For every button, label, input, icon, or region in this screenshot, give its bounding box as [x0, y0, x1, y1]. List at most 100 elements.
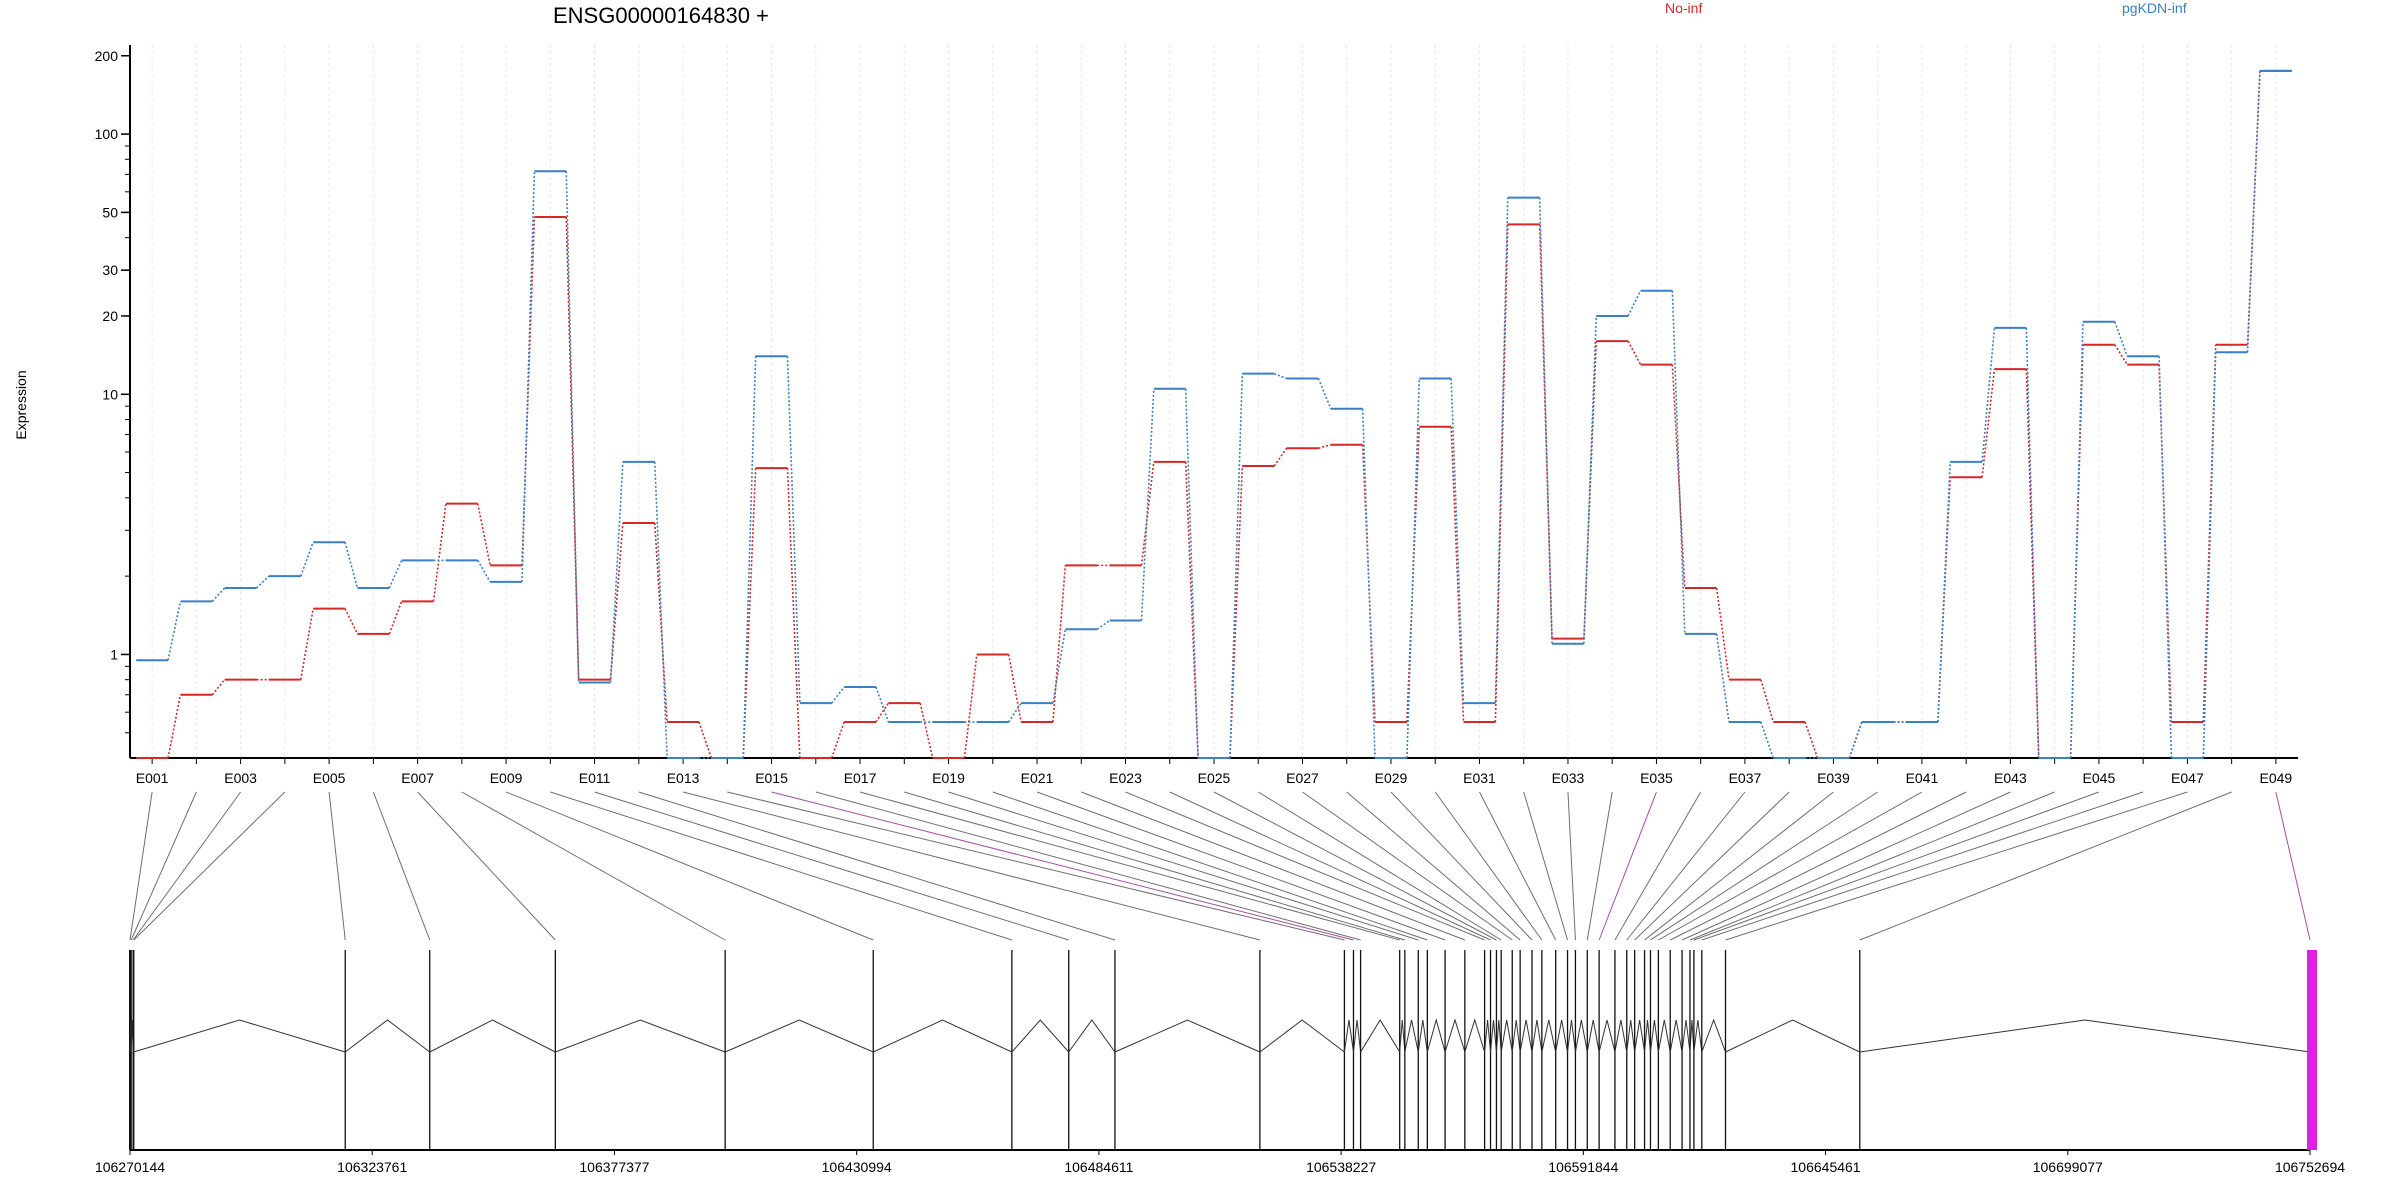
exon-connector-line	[698, 721, 713, 759]
exon-connector	[1434, 791, 1543, 941]
exon-connector	[130, 791, 197, 941]
exon-connector	[1346, 791, 1521, 941]
exon-connector-line	[1096, 619, 1111, 630]
intron-line	[344, 1019, 431, 1053]
exon-connector	[1658, 791, 1923, 941]
exon-connector-line	[609, 461, 624, 683]
intron-line	[1495, 1019, 1502, 1053]
exon-connector	[682, 791, 1261, 941]
legend-no-inf: No-inf	[1665, 0, 1702, 16]
exon-connector-line	[1760, 679, 1775, 723]
exon-connector	[1302, 791, 1513, 941]
x-tick-label: E007	[401, 770, 434, 786]
exon-connector-line	[1318, 443, 1332, 450]
exon-connector-line	[388, 560, 403, 589]
exon-connector	[1614, 791, 1702, 941]
exon-connector	[550, 791, 1013, 941]
exon-connector-line	[2025, 369, 2040, 759]
exon-connector-line	[1494, 197, 1509, 704]
exon-connector	[461, 791, 726, 941]
genomic-tick-label: 106591844	[1548, 1159, 1618, 1175]
exon-connector	[505, 791, 874, 941]
genomic-tick-label: 106645461	[1791, 1159, 1861, 1175]
exon-connector	[1725, 791, 2188, 941]
intron-line	[1555, 1019, 1569, 1053]
exon-connector-line	[1848, 721, 1863, 759]
chart-title: ENSG00000164830 +	[553, 3, 769, 28]
exon-connector	[133, 791, 286, 941]
intron-line	[1598, 1019, 1616, 1053]
exon-connector-line	[2246, 70, 2261, 353]
exon-connector-line	[167, 694, 182, 759]
intron-line	[1343, 1019, 1354, 1053]
exon-connector	[904, 791, 1405, 941]
genomic-tick-label: 106377377	[579, 1159, 649, 1175]
exon-connector-line	[1229, 373, 1244, 759]
exon-connector	[1650, 791, 1878, 941]
exon-connector-line	[1494, 224, 1509, 723]
x-tick-label: E009	[490, 770, 523, 786]
exon-connector	[1523, 791, 1569, 941]
x-tick-label: E003	[224, 770, 257, 786]
exon-connector-line	[344, 608, 359, 635]
exon-connector-line	[1184, 461, 1199, 759]
exon-connector-line	[344, 542, 359, 589]
exon-connector-line	[2114, 321, 2128, 357]
y-tick-label: 50	[102, 204, 118, 220]
y-tick-label: 10	[102, 386, 118, 402]
exon-connector	[1689, 791, 2055, 941]
exon-connector-line	[1937, 461, 1952, 723]
x-tick-label: E049	[2260, 770, 2293, 786]
exon-block-highlight	[2307, 950, 2317, 1150]
intron-line	[724, 1019, 874, 1053]
intron-line	[133, 1019, 346, 1053]
intron-line	[1068, 1019, 1116, 1053]
intron-line	[1490, 1019, 1497, 1053]
x-tick-label: E031	[1463, 770, 1496, 786]
exon-connector-line	[786, 468, 801, 759]
intron-line	[1352, 1019, 1362, 1053]
y-tick-label: 20	[102, 308, 118, 324]
intron-line	[1669, 1019, 1683, 1053]
exon-connector-line	[1981, 327, 1996, 462]
intron-line	[1464, 1018, 1486, 1053]
exon-connector	[948, 791, 1419, 941]
intron-line	[873, 1019, 1013, 1053]
genomic-tick-label: 106538227	[1306, 1159, 1376, 1175]
exon-connector	[1169, 791, 1491, 941]
exon-connector	[1567, 791, 1576, 941]
intron-line	[1259, 1019, 1345, 1053]
intron-line	[1011, 1019, 1070, 1053]
intron-line	[1531, 1019, 1543, 1053]
intron-line	[1404, 1019, 1419, 1053]
exon-connector	[372, 791, 431, 941]
exon-connector-line	[1715, 633, 1730, 723]
exon-connector	[132, 791, 242, 941]
exon-connector	[1036, 791, 1446, 941]
exon-connector-line	[875, 686, 890, 723]
exon-connector	[1669, 791, 1967, 941]
exon-connector	[815, 791, 1361, 941]
intron-line	[1360, 1019, 1401, 1053]
exon-connector-line	[2114, 344, 2128, 366]
exon-connector-line	[2202, 352, 2217, 759]
x-tick-label: E043	[1994, 770, 2027, 786]
legend-pgkdn-inf: pgKDN-inf	[2122, 0, 2187, 16]
exon-connector-line	[521, 171, 536, 582]
intron-line	[1693, 1019, 1703, 1053]
exon-connector-line	[1450, 426, 1465, 723]
exon-connector-line	[2158, 356, 2173, 759]
intron-line	[1681, 1019, 1691, 1053]
x-tick-label: E005	[313, 770, 346, 786]
intron-line	[1417, 1019, 1428, 1053]
exon-connector-line	[2069, 321, 2084, 759]
genomic-tick-label: 106752694	[2275, 1159, 2345, 1175]
x-tick-label: E013	[667, 770, 700, 786]
exon-connector-line	[2069, 344, 2084, 759]
exon-connector-line	[2158, 364, 2173, 723]
x-tick-label: E011	[579, 770, 611, 786]
x-tick-label: E015	[755, 770, 788, 786]
genomic-tick-label: 106323761	[337, 1159, 407, 1175]
exon-connector-line	[609, 522, 624, 680]
y-tick-label: 30	[102, 262, 118, 278]
